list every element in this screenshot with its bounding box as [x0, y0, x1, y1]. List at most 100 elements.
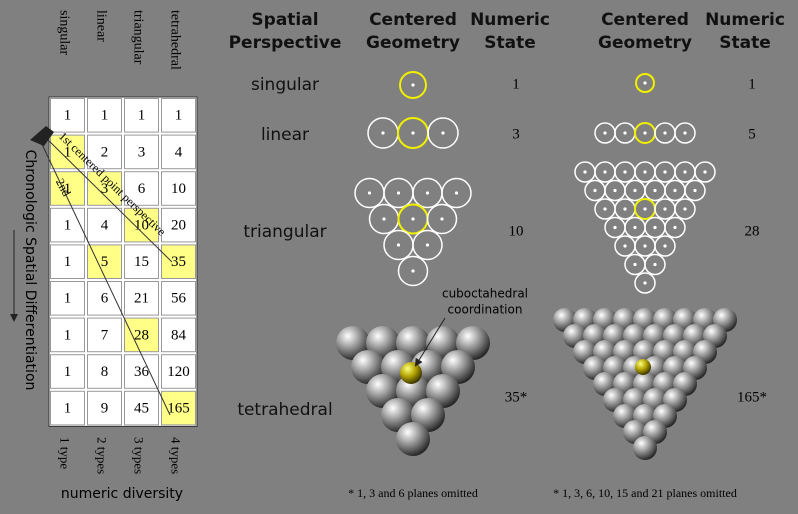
- table-cell: [50, 390, 85, 426]
- point-circle: [694, 161, 716, 183]
- table-cell: [161, 207, 196, 243]
- column-heading: Perspective: [229, 33, 342, 53]
- cell-text: 6: [101, 291, 109, 307]
- table-cell: [50, 171, 85, 206]
- point-dot: [381, 131, 385, 135]
- cell-text: 4: [175, 144, 183, 160]
- table-cell: [161, 244, 196, 279]
- column-header: tetrahedral: [167, 10, 182, 70]
- point-dot: [613, 225, 617, 230]
- table-cell: [124, 134, 159, 170]
- numeric-state: 35*: [505, 389, 528, 405]
- point-dot: [663, 244, 667, 248]
- table-cell: [87, 281, 122, 316]
- sphere: [396, 422, 430, 456]
- callout-arrow: [414, 317, 446, 367]
- table-cell: [161, 98, 196, 133]
- cell-text: 1: [64, 218, 72, 234]
- table-cell: [124, 317, 159, 353]
- cell-text: 3: [138, 144, 146, 160]
- column-heading: Geometry: [598, 33, 692, 53]
- cell-text: 35: [171, 254, 186, 270]
- cell-text: 15: [134, 254, 149, 270]
- point-dot: [663, 170, 667, 174]
- point-circle: [654, 235, 676, 257]
- table-cell: [87, 98, 122, 133]
- table-cell: [161, 354, 196, 389]
- point-circle: [684, 179, 706, 202]
- point-dot: [441, 131, 445, 135]
- point-dot: [623, 244, 627, 248]
- point-dot: [425, 243, 430, 247]
- point-dot: [673, 225, 677, 230]
- table-cell: [50, 244, 85, 279]
- point-dot: [367, 191, 372, 195]
- column-header: triangular: [130, 10, 145, 65]
- point-circle: [664, 216, 686, 239]
- point-circle: [427, 117, 459, 149]
- cell-text: 28: [134, 327, 149, 343]
- table-cell: [50, 317, 85, 353]
- cell-text: 1: [64, 291, 72, 307]
- table-cell: [87, 134, 122, 170]
- table-cell: [50, 354, 85, 389]
- point-dot: [613, 188, 617, 193]
- table-cell: [50, 134, 85, 170]
- cell-text: 1: [138, 108, 146, 124]
- table-cell: [124, 171, 159, 206]
- point-dot: [603, 170, 607, 174]
- table-cell: [161, 317, 196, 353]
- perspective-label: linear: [261, 125, 309, 145]
- point-circle: [426, 203, 458, 235]
- perspective-line: [39, 139, 171, 416]
- perspective-label: tetrahedral: [237, 400, 332, 420]
- point-dot: [425, 191, 430, 195]
- cell-text: 20: [171, 218, 186, 234]
- point-dot: [643, 81, 647, 85]
- perspective-line: [39, 131, 173, 263]
- callout: cuboctahedral: [442, 287, 528, 301]
- point-circle: [674, 122, 696, 144]
- numeric-state: 1: [748, 76, 756, 92]
- cell-text: 10: [171, 181, 186, 197]
- point-dot: [623, 170, 627, 174]
- cell-text: 5: [101, 254, 109, 270]
- cell-text: 84: [171, 327, 187, 343]
- column-header: singular: [56, 10, 71, 55]
- cell-text: 1: [64, 254, 72, 270]
- callout: coordination: [448, 303, 523, 317]
- footnote: * 1, 3, 6, 10, 15 and 21 planes omitted: [553, 486, 737, 500]
- point-dot: [653, 225, 657, 230]
- column-heading: State: [719, 33, 771, 53]
- column-heading: Centered: [601, 10, 689, 30]
- cell-text: 3: [101, 181, 109, 197]
- cell-text: 8: [101, 364, 109, 380]
- cell-text: 1: [64, 401, 72, 417]
- sphere: [635, 359, 651, 375]
- table-cell: [50, 98, 85, 133]
- column-heading: Geometry: [366, 33, 460, 53]
- table-cell: [87, 317, 122, 353]
- table-cell: [87, 171, 122, 206]
- numeric-state: 28: [745, 223, 760, 239]
- column-heading: Centered: [369, 10, 457, 30]
- sphere: [400, 362, 422, 384]
- point-circle: [412, 229, 443, 261]
- point-dot: [583, 170, 587, 174]
- point-dot: [603, 207, 607, 211]
- numeric-state: 5: [748, 126, 756, 142]
- point-circle: [644, 253, 666, 276]
- table-cell: [124, 244, 159, 279]
- point-dot: [653, 188, 657, 193]
- point-circle: [441, 177, 472, 209]
- point-circle: [635, 73, 655, 93]
- table-cell: [87, 207, 122, 243]
- point-dot: [643, 244, 647, 248]
- numeric-state: 3: [512, 126, 520, 142]
- row-axis-label: Chronologic Spatial Differentiation: [22, 150, 38, 391]
- point-dot: [673, 188, 677, 193]
- point-dot: [396, 243, 401, 247]
- point-circle: [399, 71, 427, 99]
- cell-text: 9: [101, 401, 109, 417]
- point-dot: [411, 269, 415, 273]
